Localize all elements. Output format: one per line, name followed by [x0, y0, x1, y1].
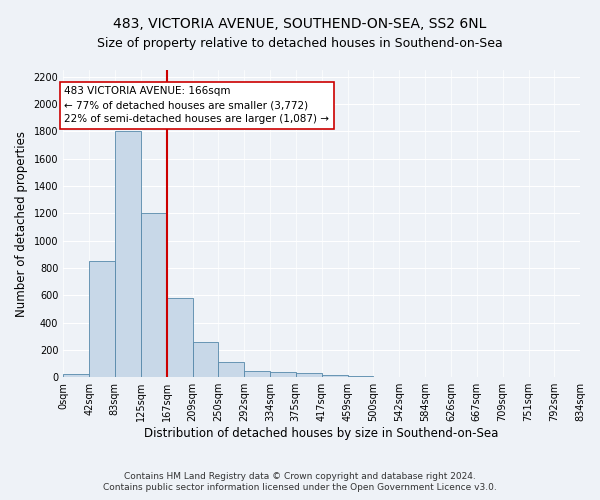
Bar: [167, 298, 193, 377]
Bar: [322, 375, 347, 377]
Bar: [218, 362, 244, 377]
Bar: [244, 371, 270, 377]
Bar: [140, 214, 167, 377]
Bar: [89, 261, 115, 377]
Y-axis label: Number of detached properties: Number of detached properties: [15, 130, 28, 316]
Bar: [270, 372, 296, 377]
X-axis label: Distribution of detached houses by size in Southend-on-Sea: Distribution of detached houses by size …: [145, 427, 499, 440]
Bar: [63, 374, 89, 377]
Text: Contains public sector information licensed under the Open Government Licence v3: Contains public sector information licen…: [103, 484, 497, 492]
Text: Size of property relative to detached houses in Southend-on-Sea: Size of property relative to detached ho…: [97, 38, 503, 51]
Bar: [296, 373, 322, 377]
Text: 483, VICTORIA AVENUE, SOUTHEND-ON-SEA, SS2 6NL: 483, VICTORIA AVENUE, SOUTHEND-ON-SEA, S…: [113, 18, 487, 32]
Text: 483 VICTORIA AVENUE: 166sqm
← 77% of detached houses are smaller (3,772)
22% of : 483 VICTORIA AVENUE: 166sqm ← 77% of det…: [64, 86, 329, 124]
Bar: [115, 132, 140, 377]
Bar: [193, 342, 218, 377]
Bar: [347, 376, 373, 377]
Text: Contains HM Land Registry data © Crown copyright and database right 2024.: Contains HM Land Registry data © Crown c…: [124, 472, 476, 481]
